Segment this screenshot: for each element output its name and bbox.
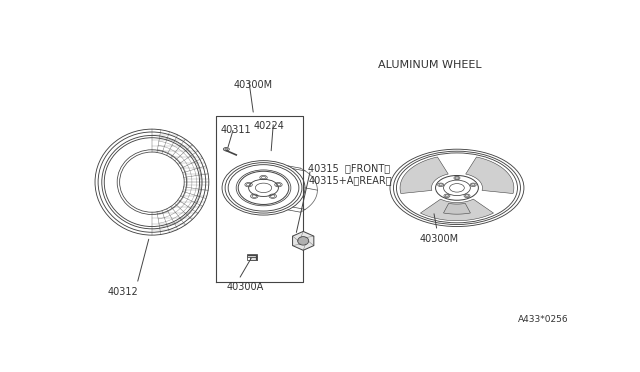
Polygon shape	[250, 257, 257, 260]
Text: 40315+A〈REAR〉: 40315+A〈REAR〉	[308, 175, 392, 185]
Polygon shape	[246, 254, 257, 257]
Ellipse shape	[298, 237, 308, 245]
Text: 40300A: 40300A	[227, 282, 264, 292]
Text: 40311: 40311	[220, 125, 251, 135]
Polygon shape	[400, 157, 448, 193]
Polygon shape	[444, 203, 470, 214]
Text: 40312: 40312	[108, 287, 138, 297]
Polygon shape	[466, 157, 514, 193]
Polygon shape	[292, 231, 314, 250]
Polygon shape	[247, 254, 257, 260]
Text: 40300M: 40300M	[234, 80, 273, 90]
Text: ALUMINUM WHEEL: ALUMINUM WHEEL	[378, 60, 481, 70]
Circle shape	[223, 147, 229, 151]
Text: 40315  〈FRONT〉: 40315 〈FRONT〉	[308, 164, 390, 173]
Text: 40224: 40224	[253, 121, 284, 131]
Text: 40300M: 40300M	[420, 234, 459, 244]
Text: A433*0256: A433*0256	[518, 315, 568, 324]
Polygon shape	[420, 199, 493, 221]
